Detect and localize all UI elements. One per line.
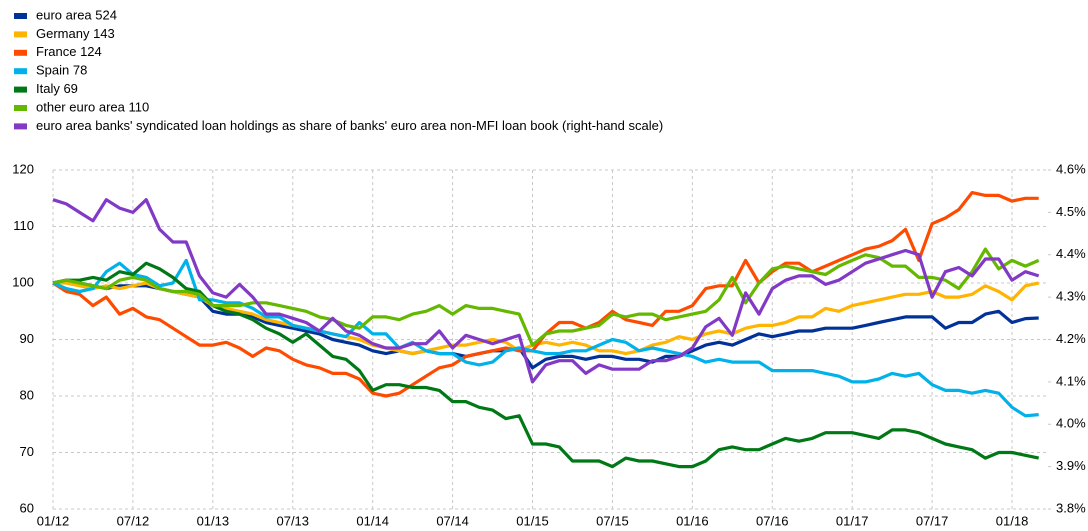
legend-swatch: [14, 13, 27, 19]
x-tick-label: 01/12: [37, 513, 70, 528]
legend-label: Italy 69: [36, 81, 78, 96]
legend-label: euro area 524: [36, 7, 117, 22]
legend-swatch: [14, 123, 27, 130]
y2-tick-label: 4.4%: [1056, 246, 1086, 261]
x-tick-label: 07/15: [596, 513, 629, 528]
legend-label: other euro area 110: [36, 99, 149, 114]
x-tick-label: 01/18: [996, 513, 1029, 528]
y-tick-label: 60: [20, 500, 34, 515]
x-tick-label: 07/13: [276, 513, 309, 528]
y-tick-label: 90: [20, 331, 34, 346]
x-tick-label: 01/13: [197, 513, 230, 528]
series-line: [52, 258, 1039, 418]
legend-swatch: [14, 86, 27, 93]
y-tick-label: 110: [13, 218, 34, 233]
y2-tick-label: 3.8%: [1056, 500, 1086, 515]
y-tick-label: 70: [20, 444, 34, 459]
x-tick-label: 01/17: [836, 513, 869, 528]
y2-tick-label: 4.5%: [1056, 204, 1086, 219]
y2-tick-label: 4.6%: [1056, 161, 1086, 176]
legend-label: France 124: [36, 44, 102, 59]
legend-label: Germany 143: [36, 26, 115, 41]
series-line: [52, 247, 1040, 347]
legend-swatch: [14, 68, 27, 75]
x-tick-label: 07/17: [916, 513, 949, 528]
series-line: [52, 198, 1040, 384]
y2-tick-label: 4.2%: [1056, 331, 1086, 346]
x-tick-label: 07/12: [117, 513, 150, 528]
y2-tick-label: 3.9%: [1056, 458, 1086, 473]
legend-swatch: [14, 49, 27, 56]
x-tick-label: 07/14: [436, 513, 469, 528]
legend-swatch: [14, 31, 27, 38]
y2-tick-label: 4.0%: [1056, 416, 1086, 431]
y-tick-label: 120: [12, 161, 34, 176]
y-tick-label: 100: [12, 274, 34, 289]
x-tick-label: 07/16: [756, 513, 789, 528]
series-line: [52, 261, 1040, 469]
x-tick-label: 01/14: [356, 513, 389, 528]
legend-label: euro area banks' syndicated loan holding…: [36, 118, 663, 133]
y-tick-label: 80: [20, 387, 34, 402]
x-tick-label: 01/15: [516, 513, 549, 528]
y2-tick-label: 4.3%: [1056, 289, 1086, 304]
y2-tick-label: 4.1%: [1056, 373, 1086, 388]
legend-label: Spain 78: [36, 63, 87, 78]
series-line: [52, 278, 1039, 370]
x-tick-label: 01/16: [676, 513, 709, 528]
legend-swatch: [14, 105, 27, 111]
